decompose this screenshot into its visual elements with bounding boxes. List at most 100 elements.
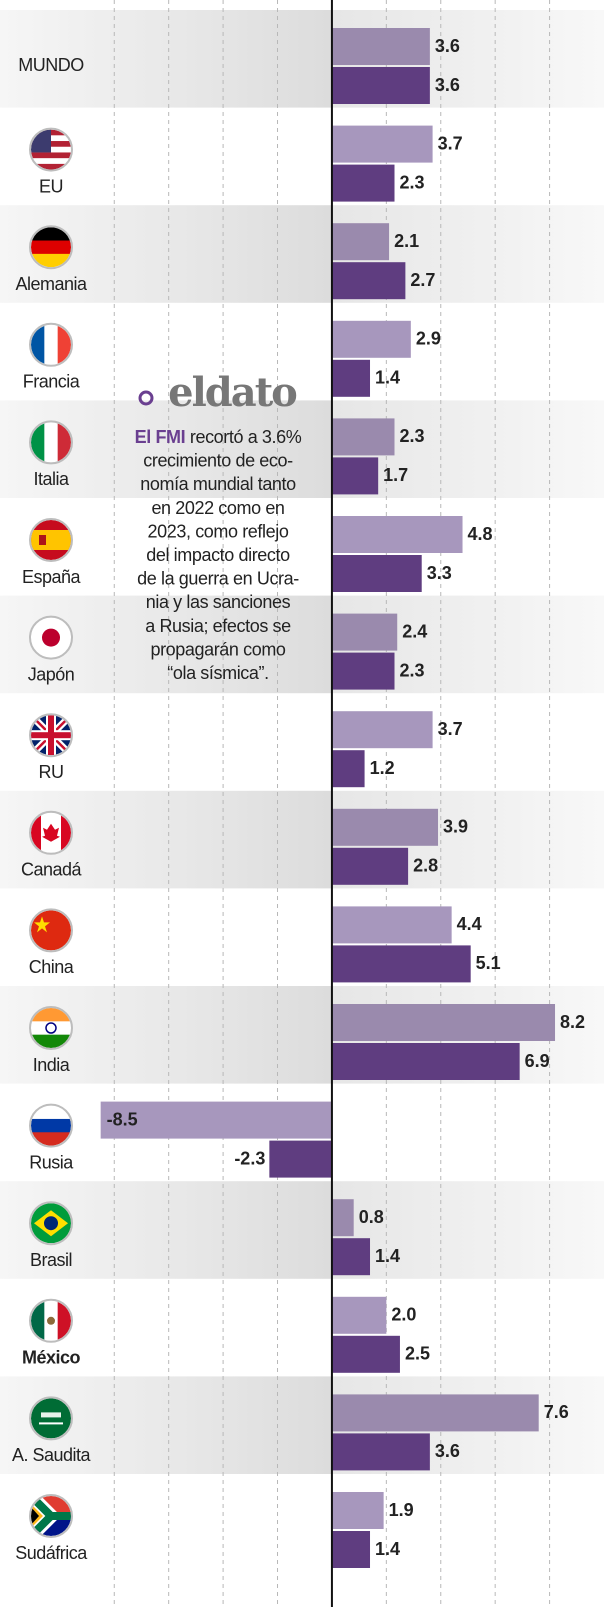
bar	[331, 1335, 400, 1373]
annotation-lead: El FMI	[135, 427, 186, 447]
bar	[331, 125, 433, 163]
flag-ring	[29, 420, 73, 465]
value-label: 3.9	[443, 817, 468, 837]
value-label: 1.4	[375, 368, 400, 388]
annotation-text: nomía mundial tanto	[140, 474, 296, 494]
annotation: eldato El FMI recortó a 3.6% crecimiento …	[135, 369, 302, 683]
category-label: A. Saudita	[12, 1445, 92, 1465]
category-label: India	[33, 1055, 71, 1075]
category-label: Brasil	[30, 1250, 72, 1270]
flag-part	[41, 1412, 61, 1418]
flag-body	[31, 324, 71, 365]
flag-ring	[29, 518, 73, 562]
bar	[331, 1296, 387, 1334]
value-label: 3.7	[438, 719, 463, 739]
flag	[29, 1396, 73, 1441]
value-label: 1.4	[375, 1246, 400, 1266]
flag-ring	[29, 1006, 73, 1050]
annotation-line: nia y las sanciones	[146, 592, 291, 612]
flag-part	[61, 812, 71, 853]
flag-part	[31, 152, 71, 159]
bar	[331, 808, 439, 846]
flag-ring	[29, 1494, 73, 1538]
flag-part	[31, 910, 71, 951]
flag	[29, 1103, 73, 1148]
flag-ring	[29, 127, 73, 172]
annotation-line: del impacto directo	[146, 545, 290, 565]
flag-part	[39, 1422, 63, 1425]
flag-part	[31, 812, 42, 853]
flag-ring	[29, 713, 73, 758]
category-label: Sudáfrica	[15, 1543, 88, 1563]
flag-ring	[29, 810, 73, 855]
annotation-text: propagarán como	[150, 639, 285, 659]
flag-ring	[29, 1396, 73, 1441]
bar	[331, 945, 471, 983]
bar	[331, 516, 463, 553]
flag-body	[31, 1105, 71, 1146]
value-label: 3.7	[438, 133, 463, 153]
category-label: Francia	[23, 372, 81, 392]
bar	[331, 711, 433, 749]
flag	[29, 322, 73, 367]
bar	[331, 847, 409, 885]
row-band	[331, 1181, 604, 1279]
flag	[29, 1494, 73, 1538]
annotation-line: 2023, como reflejo	[148, 521, 289, 541]
flag-body	[31, 520, 71, 560]
grid	[113, 0, 551, 1607]
annotation-line: propagarán como	[150, 639, 285, 659]
bar	[331, 262, 406, 300]
flag	[29, 127, 73, 172]
flag-part	[31, 1300, 45, 1341]
flag-part	[31, 1132, 71, 1146]
bar	[331, 457, 379, 495]
flag-part	[57, 1300, 71, 1341]
flag-body	[31, 617, 71, 658]
value-label: -2.3	[234, 1148, 265, 1168]
bar	[331, 1199, 354, 1237]
flag-body	[31, 1008, 71, 1048]
value-label: 2.0	[391, 1305, 416, 1325]
category-label: Italia	[33, 469, 70, 489]
flag-part	[42, 823, 60, 842]
flag-part	[31, 1507, 39, 1525]
flag-part	[44, 1216, 58, 1231]
flag-part	[31, 227, 71, 242]
value-label: 7.6	[544, 1402, 569, 1422]
value-label: 2.9	[416, 329, 441, 349]
bar	[331, 1043, 520, 1080]
flag	[29, 908, 73, 953]
value-label: 1.4	[375, 1539, 400, 1559]
category-label: México	[22, 1348, 81, 1368]
bars: 3.6 3.6 3.7 2.3 2.1 2.7 2.9 1.4 2.3 1.7 4.8 3.3 2.4 2…	[100, 28, 585, 1568]
flag-part	[57, 422, 71, 463]
flag	[29, 225, 73, 270]
value-label: 4.8	[468, 524, 493, 544]
flag-part	[39, 535, 46, 545]
category-label: Alemania	[15, 274, 88, 294]
annotation-text: recortó a 3.6%	[190, 427, 302, 447]
flag-ring	[29, 1298, 73, 1343]
value-label: 6.9	[525, 1051, 550, 1071]
value-label: 8.2	[560, 1012, 585, 1032]
annotation-line: “ola sísmica”.	[167, 663, 268, 683]
annotation-line: El FMI recortó a 3.6%	[135, 427, 302, 447]
flag-part	[31, 129, 51, 153]
logo-ring	[138, 390, 154, 406]
flag-ring	[29, 1201, 73, 1246]
bar	[331, 750, 365, 788]
value-label: 1.2	[370, 758, 395, 778]
annotation-line: nomía mundial tanto	[140, 474, 296, 494]
category-label: RU	[39, 762, 64, 782]
flag-part	[31, 1021, 71, 1036]
row-bands	[0, 10, 604, 1474]
flag-part	[31, 240, 71, 255]
flag-body	[31, 910, 71, 951]
category-label: Canadá	[21, 860, 83, 880]
annotation-line: en 2022 como en	[151, 498, 284, 518]
value-label: 2.5	[405, 1344, 430, 1364]
annotation-line: a Rusia; efectos se	[145, 616, 291, 636]
flag	[29, 518, 73, 562]
bar	[331, 320, 411, 358]
